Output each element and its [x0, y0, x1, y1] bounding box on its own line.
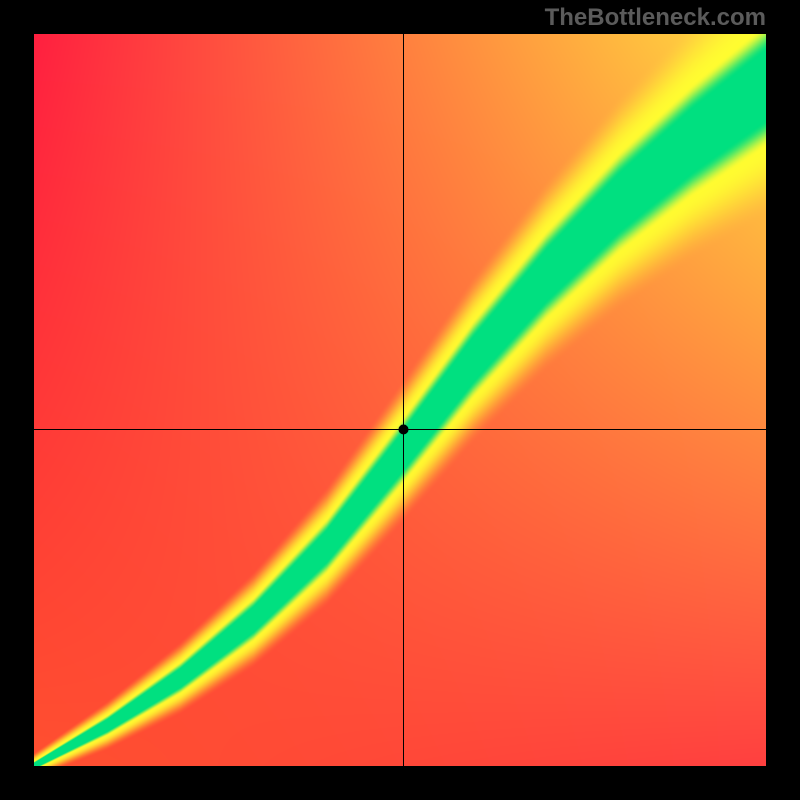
watermark-text: TheBottleneck.com	[545, 4, 766, 32]
bottleneck-heatmap	[34, 34, 766, 766]
chart-container: TheBottleneck.com	[0, 0, 800, 800]
